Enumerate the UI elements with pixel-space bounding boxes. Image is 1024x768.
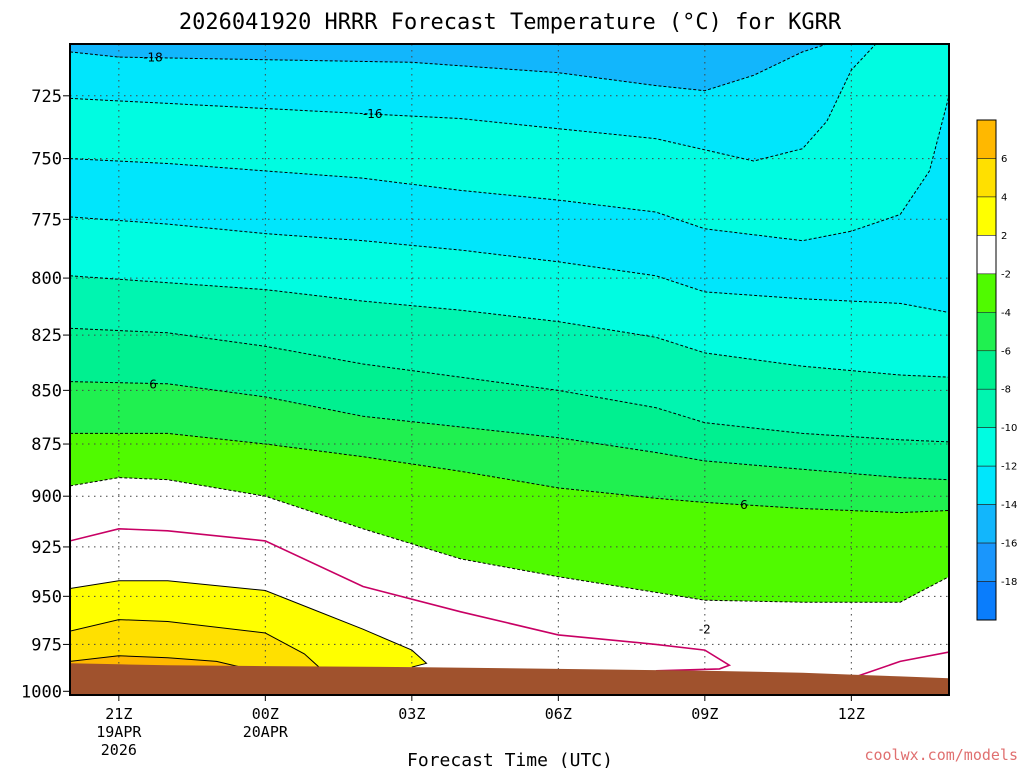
isotherm-3 (70, 216, 949, 313)
x-tick-label-03Z: 03Z (398, 705, 425, 723)
colorbar-bin--16 (976, 504, 997, 544)
colorbar-tick--8: -8 (1001, 385, 1011, 396)
y-tick-label-725: 725 (31, 87, 62, 107)
credit-text[interactable]: coolwx.com/models (864, 746, 1018, 764)
contour-label-0: -18 (143, 51, 163, 65)
y-tick-label-775: 775 (31, 210, 62, 230)
terrain-fill (70, 663, 949, 695)
x-tick-sublabel-21Z: 19APR (96, 723, 142, 741)
contour-labels: -18 -16 6 6 -2 (143, 51, 748, 637)
y-tick-label-1000: 1000 (21, 682, 62, 702)
isotherm-11 (70, 580, 428, 668)
colorbar-tick--6: -6 (1001, 346, 1011, 357)
colorbar-bin--2 (976, 235, 997, 275)
colorbar-bin--12 (976, 427, 997, 467)
y-tick-label-825: 825 (31, 326, 62, 346)
x-tick-label-06Z: 06Z (545, 705, 572, 723)
terrain-layer (70, 663, 949, 695)
plot-area: -18 -16 6 6 -2 (69, 43, 950, 696)
y-tick-label-950: 950 (31, 587, 62, 607)
contour-label-4: -2 (699, 623, 711, 637)
isotherm-lines (70, 44, 949, 680)
colorbar-tick--18: -18 (1001, 577, 1017, 588)
colorbar-frame (976, 119, 997, 621)
contour-label-2: 6 (149, 377, 157, 391)
colorbar-bin-2 (976, 196, 997, 236)
temperature-fills (70, 44, 949, 695)
chart-title: 2026041920 HRRR Forecast Temperature (°C… (179, 10, 842, 35)
colorbar-bin--14 (976, 465, 997, 505)
isotherm-5 (70, 327, 949, 443)
colorbar-tick--16: -16 (1001, 539, 1017, 550)
colorbar-tick--10: -10 (1001, 423, 1017, 434)
x-tick-label-00Z: 00Z (252, 705, 279, 723)
colorbar-bin--18 (976, 542, 997, 582)
plot-frame (69, 43, 950, 696)
x-axis-label: Forecast Time (UTC) (407, 750, 613, 768)
isotherm-6 (70, 381, 949, 481)
fill-region-3 (70, 95, 949, 313)
colorbar-tick-2: 2 (1001, 231, 1007, 242)
y-tick-label-850: 850 (31, 381, 62, 401)
isotherm-7 (70, 432, 949, 514)
isotherm-4 (70, 275, 949, 378)
colorbar-bin--10 (976, 388, 997, 428)
colorbar-bin-6 (976, 119, 997, 159)
isotherm-9 (70, 527, 732, 672)
x-tick-label-09Z: 09Z (691, 705, 718, 723)
colorbar-bin--8 (976, 350, 997, 390)
isotherm-8 (70, 477, 949, 603)
y-tick-label-925: 925 (31, 538, 62, 558)
isotherm-2 (70, 95, 949, 242)
contour-label-3: 6 (740, 498, 748, 512)
colorbar-tick--2: -2 (1001, 269, 1011, 280)
colorbar-bin-4 (976, 158, 997, 198)
colorbar-bin--6 (976, 312, 997, 352)
colorbar-bin--4 (976, 273, 997, 313)
x-tick-sublabel-00Z: 20APR (243, 723, 289, 741)
fill-region-2 (70, 44, 827, 91)
x-tick-label-12Z: 12Z (838, 705, 865, 723)
colorbar-tick--4: -4 (1001, 308, 1011, 319)
colorbar-bin--20 (976, 581, 997, 621)
isotherm-0 (70, 44, 828, 92)
contour-label-1: -16 (363, 107, 383, 121)
y-tick-label-750: 750 (31, 150, 62, 170)
colorbar-tick--12: -12 (1001, 462, 1017, 473)
y-tick-label-800: 800 (31, 269, 62, 289)
colorbar: 6 4 2 -2 -4 -6 -8 -10 -12 -14 -16 -18 (976, 119, 1017, 621)
colorbar-tick-6: 6 (1001, 154, 1007, 165)
x-tick-sublabel2-21Z: 2026 (101, 741, 137, 759)
y-axis: 725 750 775 800 825 850 875 900 925 950 975 1000 (21, 87, 70, 702)
x-tick-label-21Z: 21Z (105, 705, 132, 723)
y-tick-label-875: 875 (31, 435, 62, 455)
y-tick-label-900: 900 (31, 487, 62, 507)
isotherm-10 (851, 651, 949, 680)
y-tick-label-975: 975 (31, 635, 62, 655)
colorbar-tick-4: 4 (1001, 192, 1007, 203)
grid-lines (70, 44, 949, 695)
colorbar-tick--14: -14 (1001, 500, 1017, 511)
